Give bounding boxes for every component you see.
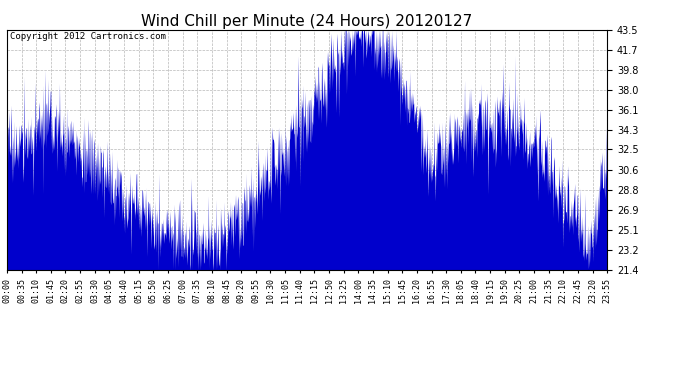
Title: Wind Chill per Minute (24 Hours) 20120127: Wind Chill per Minute (24 Hours) 2012012… bbox=[141, 14, 473, 29]
Text: Copyright 2012 Cartronics.com: Copyright 2012 Cartronics.com bbox=[10, 32, 166, 41]
